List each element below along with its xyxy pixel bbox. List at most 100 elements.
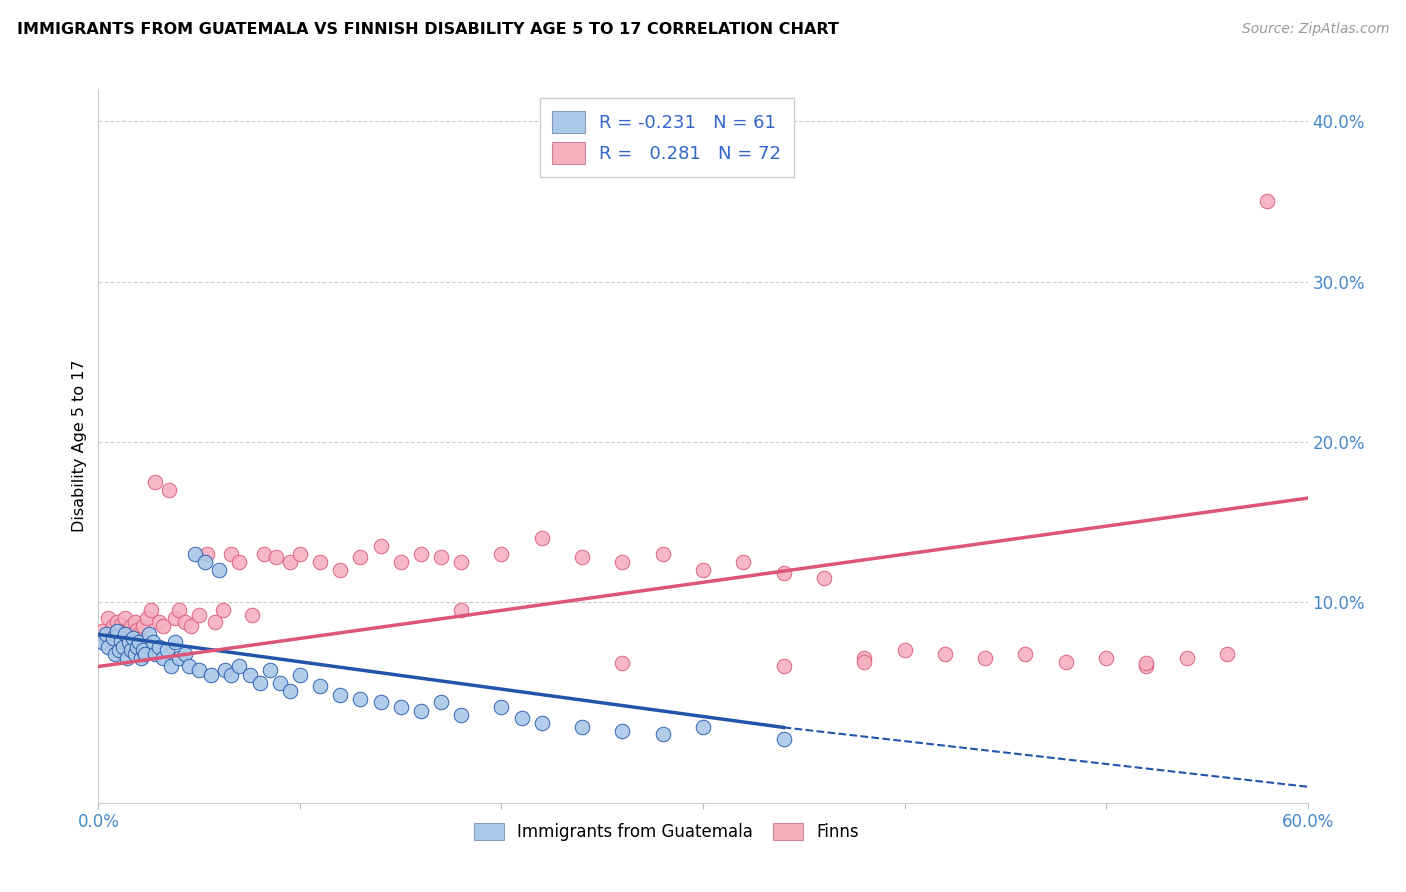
Point: [143, 475, 166, 489]
Point: [91, 624, 114, 639]
Point: [228, 555, 250, 569]
Point: [107, 627, 129, 641]
Point: [571, 550, 593, 565]
Point: [124, 615, 146, 629]
Point: [733, 555, 755, 569]
Point: [530, 531, 553, 545]
Point: [239, 667, 262, 681]
Point: [134, 647, 156, 661]
Point: [651, 727, 673, 741]
Point: [195, 547, 218, 561]
Point: [288, 667, 311, 681]
Point: [278, 683, 301, 698]
Point: [132, 643, 155, 657]
Point: [253, 547, 276, 561]
Point: [156, 643, 179, 657]
Point: [174, 615, 197, 629]
Point: [349, 550, 371, 565]
Point: [278, 555, 301, 569]
Point: [129, 651, 152, 665]
Point: [121, 629, 143, 643]
Point: [103, 647, 125, 661]
Point: [167, 603, 190, 617]
Point: [97, 611, 120, 625]
Point: [409, 705, 432, 719]
Point: [430, 695, 453, 709]
Point: [184, 547, 207, 561]
Point: [204, 615, 226, 629]
Point: [121, 631, 143, 645]
Text: Source: ZipAtlas.com: Source: ZipAtlas.com: [1241, 22, 1389, 37]
Point: [91, 635, 114, 649]
Point: [163, 611, 186, 625]
Point: [110, 633, 132, 648]
Point: [105, 624, 128, 639]
Point: [111, 631, 134, 645]
Point: [974, 651, 997, 665]
Point: [309, 555, 332, 569]
Point: [132, 619, 155, 633]
Point: [179, 659, 201, 673]
Point: [772, 659, 794, 673]
Point: [264, 550, 287, 565]
Point: [143, 647, 166, 661]
Point: [329, 563, 352, 577]
Point: [409, 547, 432, 561]
Point: [651, 547, 673, 561]
Point: [208, 563, 231, 577]
Point: [114, 611, 136, 625]
Point: [221, 547, 243, 561]
Point: [160, 659, 183, 673]
Point: [228, 659, 250, 673]
Point: [450, 555, 472, 569]
Point: [152, 619, 174, 633]
Point: [167, 651, 190, 665]
Point: [152, 651, 174, 665]
Point: [103, 635, 125, 649]
Point: [772, 566, 794, 581]
Point: [212, 603, 235, 617]
Point: [612, 657, 634, 671]
Text: IMMIGRANTS FROM GUATEMALA VS FINNISH DISABILITY AGE 5 TO 17 CORRELATION CHART: IMMIGRANTS FROM GUATEMALA VS FINNISH DIS…: [17, 22, 839, 37]
Point: [114, 627, 136, 641]
Point: [329, 689, 352, 703]
Point: [389, 699, 412, 714]
Point: [96, 627, 118, 641]
Point: [288, 547, 311, 561]
Point: [115, 651, 138, 665]
Point: [221, 667, 243, 681]
Point: [1014, 647, 1036, 661]
Point: [349, 691, 371, 706]
Point: [111, 640, 134, 655]
Point: [180, 619, 202, 633]
Point: [370, 539, 392, 553]
Point: [853, 655, 876, 669]
Point: [772, 731, 794, 746]
Point: [97, 640, 120, 655]
Point: [491, 547, 513, 561]
Point: [934, 647, 956, 661]
Point: [249, 675, 271, 690]
Point: [450, 603, 472, 617]
Point: [125, 640, 148, 655]
Point: [1054, 655, 1077, 669]
Point: [1256, 194, 1278, 209]
Point: [120, 619, 142, 633]
Point: [309, 679, 332, 693]
Point: [148, 615, 170, 629]
Point: [124, 647, 146, 661]
Point: [853, 651, 876, 665]
Point: [163, 635, 186, 649]
Point: [259, 663, 281, 677]
Point: [139, 603, 162, 617]
Point: [174, 647, 197, 661]
Point: [510, 711, 533, 725]
Point: [128, 627, 150, 641]
Point: [194, 555, 217, 569]
Point: [530, 715, 553, 730]
Legend: Immigrants from Guatemala, Finns: Immigrants from Guatemala, Finns: [467, 816, 866, 848]
Point: [813, 571, 835, 585]
Point: [107, 643, 129, 657]
Point: [118, 633, 141, 648]
Point: [148, 640, 170, 655]
